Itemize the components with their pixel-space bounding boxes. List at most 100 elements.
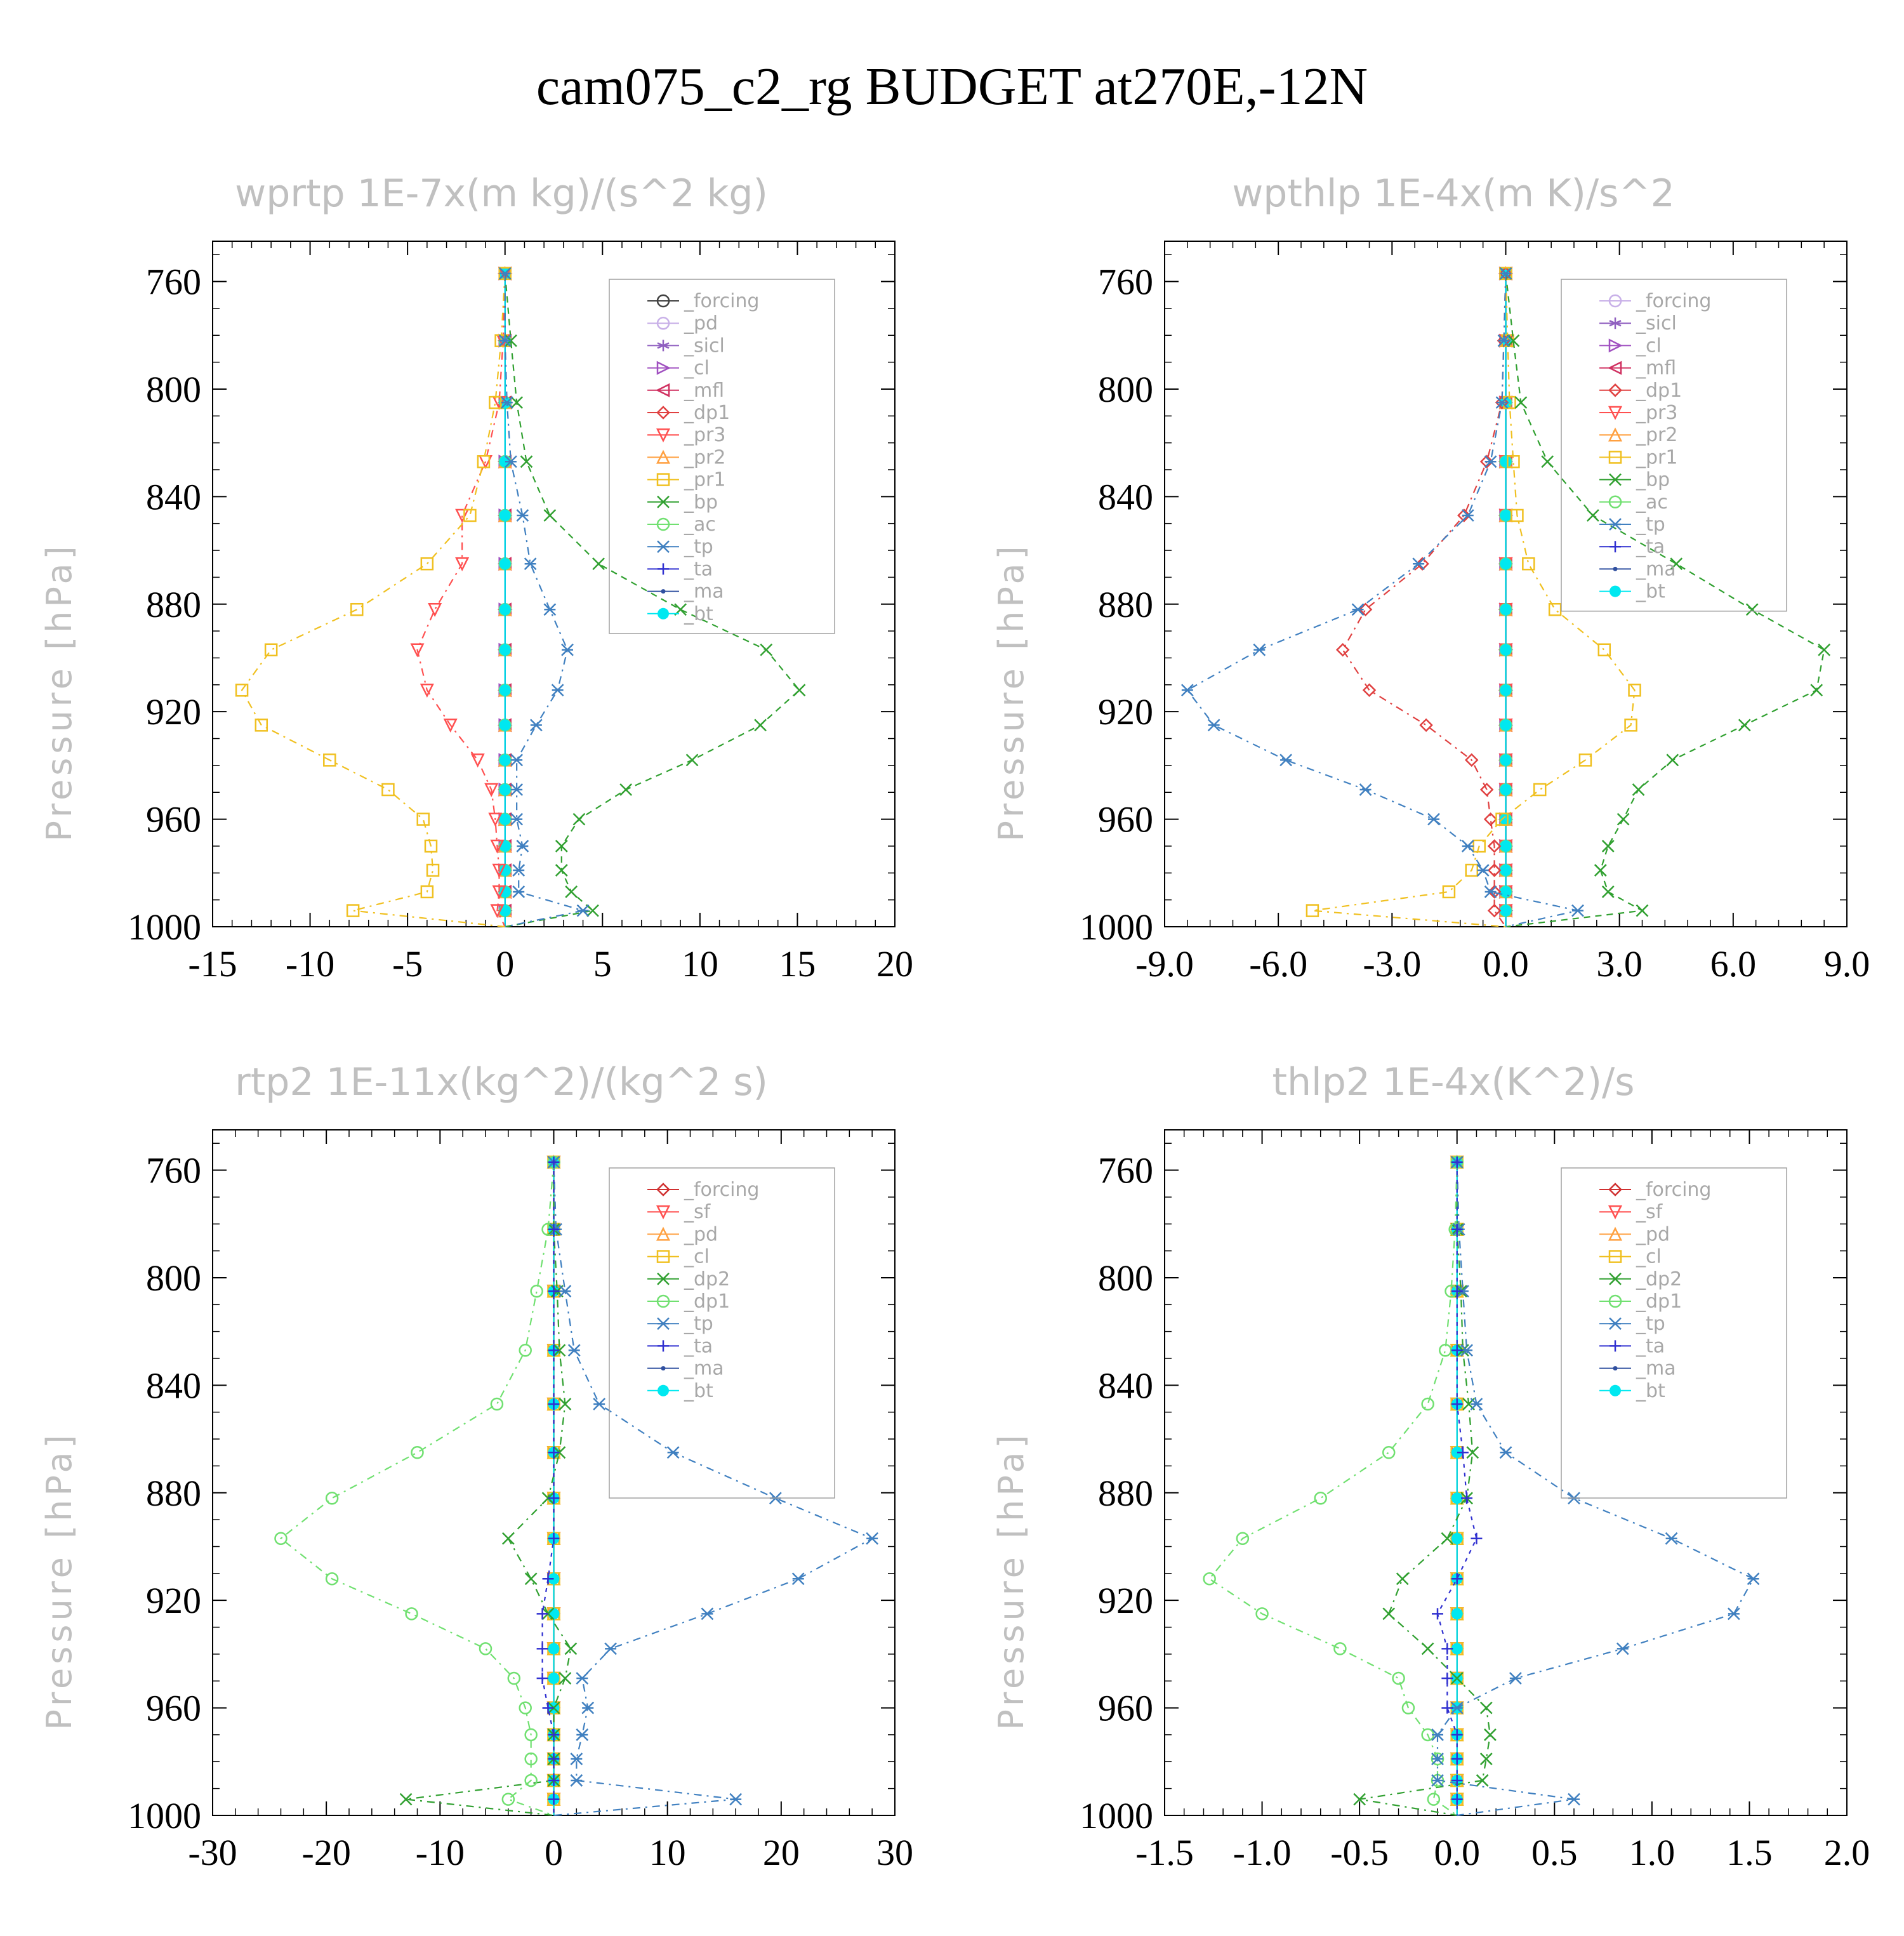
legend-label: _sicl [1636,312,1677,335]
legend-marker [1608,1183,1622,1197]
data-point [1507,334,1520,347]
x-tick-label: -0.5 [1330,1832,1389,1873]
data-point [548,1398,560,1410]
legend-label: _cl [684,1246,710,1268]
data-point [1441,1643,1453,1655]
legend-item: _dp2 [647,1268,730,1290]
series-line [1312,273,1636,928]
series-ta [536,1156,560,1815]
data-point [499,644,511,656]
series-tp [498,267,590,928]
legend-marker [656,428,671,442]
legend-box [609,1167,835,1499]
data-point [1451,1285,1463,1297]
data-point [551,684,564,697]
data-point [1479,1701,1493,1714]
legend-label: _bp [684,491,718,514]
data-point [1533,783,1547,797]
data-point [1624,719,1637,732]
data-point [555,864,568,877]
series-line [279,1162,555,1817]
y-tick-label: 920 [1098,691,1153,733]
data-point [1810,684,1823,697]
legend-item: _sicl [1599,312,1677,335]
legend-marker [1608,361,1622,375]
data-point [1500,865,1512,877]
legend-item: _ta [1599,536,1665,558]
data-point [1479,1753,1493,1765]
legend-item: _sf [1599,1201,1663,1223]
data-point [1442,885,1456,899]
data-point [754,719,767,732]
y-axis-label: Pressure [hPa] [39,542,79,841]
legend-label: _bp [1636,469,1670,491]
data-point [1500,885,1512,898]
y-tick-label: 840 [1098,1365,1153,1406]
legend-label: _pd [684,312,718,335]
data-point [530,1284,543,1298]
y-tick-label: 1000 [1080,1795,1153,1836]
data-point [1441,1702,1453,1714]
data-point [536,1673,548,1684]
data-point [510,812,524,826]
data-point [1253,643,1266,656]
legend-label: _bt [1636,581,1665,603]
data-point [1636,904,1649,917]
y-tick-label: 920 [146,1580,201,1621]
data-point [499,510,511,521]
legend-marker [1608,294,1622,308]
data-point [1616,812,1630,826]
data-point [499,905,511,917]
data-point [542,1702,554,1714]
data-point [505,334,517,347]
data-point [1460,1344,1473,1357]
y-tick-label: 960 [1098,1688,1153,1729]
data-point [548,1608,560,1620]
data-point [381,783,395,797]
data-point [1484,455,1497,468]
plot-frame [1164,1129,1848,1816]
data-point [420,557,434,571]
data-point [492,885,506,899]
x-tick-label: 0.0 [1434,1832,1480,1873]
data-point [1594,864,1607,877]
data-point [1571,904,1584,917]
x-tick-label: -10 [416,1832,465,1873]
data-point [488,812,503,827]
legend-marker [1610,585,1621,597]
data-point [346,904,360,917]
data-point [1471,1532,1483,1544]
series-pr1 [1306,267,1641,928]
data-point [1568,1793,1580,1806]
legend-item: _ma [647,581,724,603]
series-line [1208,1162,1458,1816]
data-point [1495,395,1509,409]
data-point [1450,1701,1464,1714]
series-dp1 [1335,267,1513,927]
data-point [1353,1793,1366,1806]
legend-label: _dp1 [1636,380,1682,402]
chart-svg-thlp2: thlp2 1E-4x(K^2)/s Pressure [hPa] -1.5 -1… [991,1060,1870,1873]
legend-marker [1608,1294,1622,1308]
data-point [1500,840,1512,852]
x-tick-label: 1.5 [1726,1832,1773,1873]
legend-item: _cl [1599,335,1662,357]
legend-marker [656,1250,670,1263]
data-point [1382,1445,1396,1459]
legend-item: _bp [1599,469,1670,491]
data-point [1500,456,1512,468]
data-point [1487,903,1502,918]
legend-marker [656,316,670,330]
data-point [499,885,511,898]
legend-item: _sf [647,1201,711,1223]
legend-marker [1608,1226,1623,1241]
data-point [1479,783,1494,797]
data-point [564,1642,578,1655]
data-point [1396,1572,1409,1586]
data-point [1670,557,1683,571]
legend-label: _ta [1636,536,1665,558]
y-tick-label: 880 [1098,1473,1153,1514]
y-tick-label: 800 [1098,369,1153,410]
legend-label: _mfl [684,380,724,402]
x-tick-label: 0 [496,943,514,985]
